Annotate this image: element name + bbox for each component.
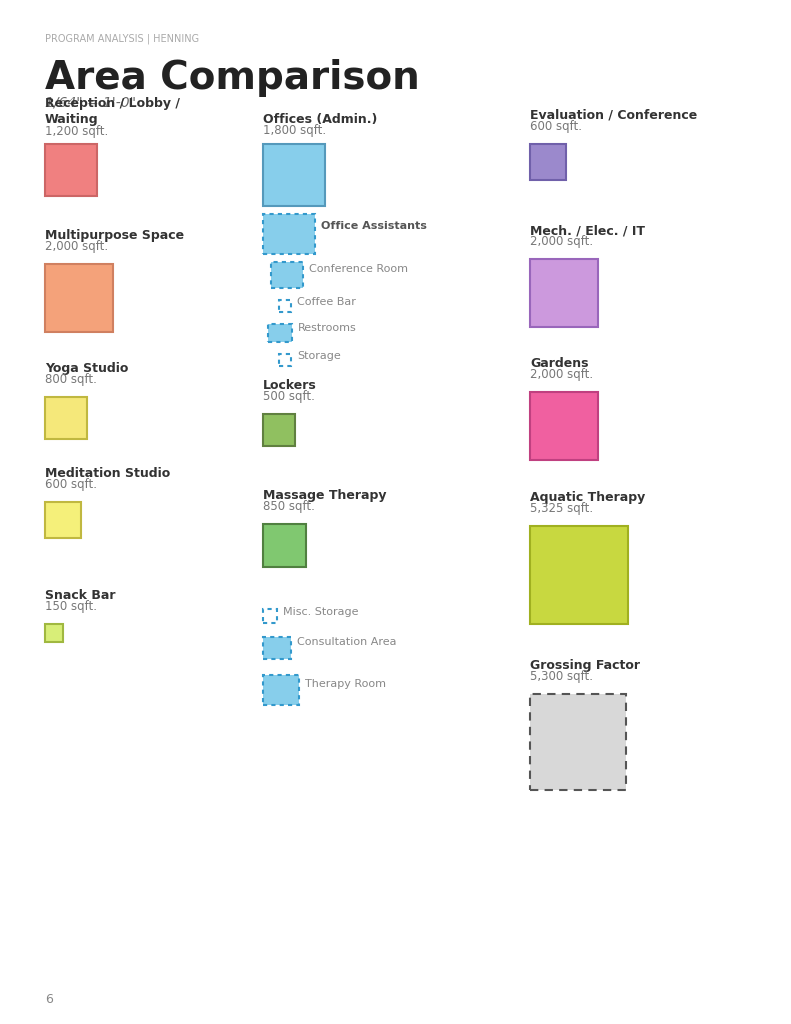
Bar [279, 300, 291, 312]
Text: 500 sqft.: 500 sqft. [263, 390, 315, 403]
Text: 1,800 sqft.: 1,800 sqft. [263, 124, 326, 137]
Text: Consultation Area: Consultation Area [297, 637, 396, 647]
Text: 600 sqft.: 600 sqft. [45, 478, 97, 490]
Text: Offices (Admin.): Offices (Admin.) [263, 113, 377, 126]
Text: Yoga Studio: Yoga Studio [45, 362, 128, 375]
Text: 2,000 sqft.: 2,000 sqft. [530, 368, 593, 381]
Bar [263, 637, 291, 659]
Bar [530, 694, 626, 790]
Text: Aquatic Therapy: Aquatic Therapy [530, 490, 645, 504]
Text: Gardens: Gardens [530, 357, 589, 370]
Bar [271, 262, 303, 288]
Bar [263, 675, 299, 705]
Text: Area Comparison: Area Comparison [45, 59, 420, 97]
Text: 2,000 sqft.: 2,000 sqft. [45, 240, 108, 253]
Text: 5,325 sqft.: 5,325 sqft. [530, 502, 593, 515]
Text: 6: 6 [45, 993, 53, 1006]
Text: Misc. Storage: Misc. Storage [283, 607, 358, 617]
Text: 850 sqft.: 850 sqft. [263, 500, 315, 513]
Text: Multipurpose Space: Multipurpose Space [45, 229, 184, 242]
Bar [263, 214, 315, 254]
Text: 1,200 sqft.: 1,200 sqft. [45, 125, 108, 138]
Text: Office Assistants: Office Assistants [321, 221, 427, 231]
Text: Therapy Room: Therapy Room [305, 679, 386, 689]
Text: Lockers: Lockers [263, 379, 316, 392]
Bar [279, 354, 291, 366]
Bar [263, 524, 306, 567]
Bar [263, 609, 277, 623]
Bar [263, 637, 291, 659]
Bar [268, 324, 292, 342]
Bar [530, 144, 566, 180]
Text: 600 sqft.: 600 sqft. [530, 120, 582, 133]
Text: 800 sqft.: 800 sqft. [45, 373, 97, 386]
Bar [45, 397, 87, 439]
Text: Coffee Bar: Coffee Bar [297, 297, 356, 307]
Bar [45, 264, 113, 332]
Text: 150 sqft.: 150 sqft. [45, 600, 97, 613]
Bar [279, 354, 291, 366]
Bar [271, 262, 303, 288]
Bar [263, 675, 299, 705]
Bar [530, 259, 598, 327]
Bar [45, 624, 63, 642]
Text: 2,000 sqft.: 2,000 sqft. [530, 234, 593, 248]
Bar [45, 502, 81, 538]
Text: Conference Room: Conference Room [309, 264, 408, 274]
Bar [263, 214, 315, 254]
Text: PROGRAM ANALYSIS | HENNING: PROGRAM ANALYSIS | HENNING [45, 34, 199, 44]
Text: Massage Therapy: Massage Therapy [263, 489, 387, 502]
Text: 1/64" = 1'-0": 1/64" = 1'-0" [45, 96, 136, 110]
Bar [268, 324, 292, 342]
Text: Meditation Studio: Meditation Studio [45, 467, 170, 480]
Text: Restrooms: Restrooms [298, 323, 357, 333]
Text: Storage: Storage [297, 351, 341, 361]
Text: Grossing Factor: Grossing Factor [530, 659, 640, 672]
Bar [263, 609, 277, 623]
Text: Mech. / Elec. / IT: Mech. / Elec. / IT [530, 224, 645, 237]
Bar [279, 300, 291, 312]
Bar [530, 526, 628, 624]
Bar [263, 414, 295, 446]
Text: Snack Bar: Snack Bar [45, 589, 115, 602]
Bar [530, 392, 598, 460]
Bar [263, 144, 325, 206]
Bar [45, 144, 97, 196]
Text: Reception / Lobby /
Waiting: Reception / Lobby / Waiting [45, 97, 180, 126]
Text: Evaluation / Conference: Evaluation / Conference [530, 109, 697, 122]
Text: 5,300 sqft.: 5,300 sqft. [530, 670, 593, 683]
